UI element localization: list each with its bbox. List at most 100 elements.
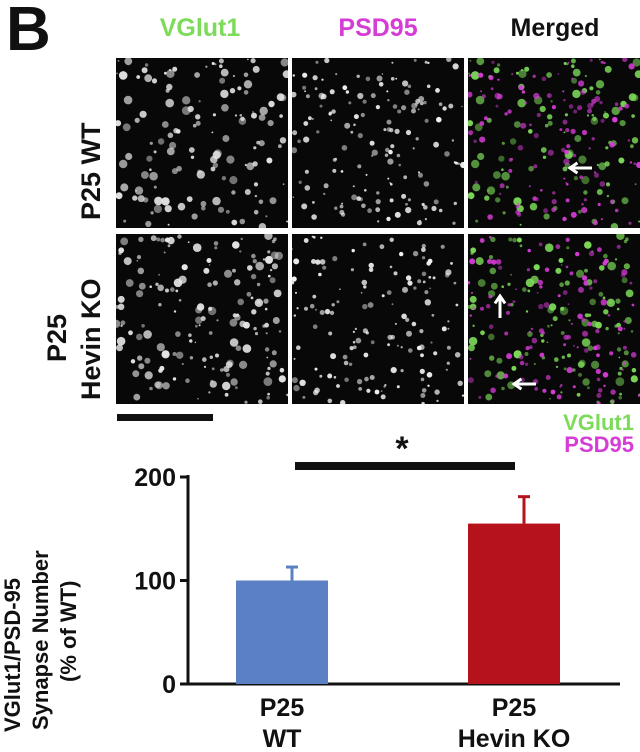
punctum (621, 197, 629, 205)
punctum (528, 185, 531, 188)
punctum (501, 171, 510, 181)
punctum (555, 244, 561, 250)
punctum (205, 65, 208, 68)
punctum (433, 199, 439, 205)
bar (468, 523, 560, 684)
punctum (217, 206, 225, 213)
punctum (271, 239, 276, 244)
punctum (526, 268, 530, 272)
punctum (378, 82, 384, 87)
punctum (570, 322, 573, 325)
punctum (610, 389, 616, 395)
punctum (539, 105, 546, 113)
punctum (369, 375, 375, 380)
punctum (603, 112, 609, 119)
punctum (575, 251, 580, 257)
punctum (494, 92, 501, 99)
punctum (587, 108, 592, 114)
punctum (380, 394, 386, 400)
arrow-annotation (567, 161, 592, 175)
punctum (517, 202, 520, 205)
punctum (265, 255, 273, 264)
punctum (528, 129, 533, 134)
punctum (624, 317, 632, 324)
punctum (311, 259, 316, 264)
punctum (149, 386, 153, 391)
punctum (475, 95, 485, 105)
punctum (320, 236, 323, 239)
punctum (563, 343, 566, 347)
punctum (420, 353, 424, 358)
punctum (175, 331, 181, 337)
punctum (220, 68, 229, 77)
punctum (198, 324, 201, 327)
punctum (597, 401, 601, 404)
punctum (621, 368, 624, 371)
arrow-annotation (511, 377, 536, 391)
punctum (170, 287, 175, 292)
punctum (340, 400, 346, 404)
punctum (370, 93, 376, 99)
punctum (600, 118, 605, 123)
punctum (172, 66, 178, 72)
punctum (554, 357, 559, 362)
punctum (324, 308, 331, 315)
punctum (468, 120, 474, 127)
punctum (421, 247, 426, 253)
punctum (116, 319, 121, 328)
x-tick-label: P25 (492, 694, 537, 722)
punctum (267, 392, 270, 396)
punctum (213, 241, 219, 246)
punctum (120, 320, 126, 326)
punctum (631, 303, 635, 307)
punctum (353, 114, 359, 120)
punctum (329, 89, 335, 95)
punctum (507, 303, 511, 307)
punctum (563, 62, 567, 65)
punctum (592, 345, 598, 351)
punctum (547, 114, 553, 120)
punctum (367, 302, 374, 308)
punctum (636, 161, 640, 169)
punctum (363, 352, 369, 358)
punctum (511, 73, 514, 76)
punctum (282, 183, 285, 186)
punctum (267, 250, 271, 254)
punctum (566, 246, 570, 250)
punctum (192, 243, 202, 252)
punctum (407, 280, 413, 286)
punctum (304, 169, 309, 174)
punctum (614, 102, 619, 106)
punctum (522, 287, 527, 292)
punctum (508, 168, 513, 173)
punctum (292, 74, 295, 77)
punctum (368, 267, 374, 273)
punctum (144, 74, 153, 83)
punctum (160, 237, 165, 243)
punctum (379, 244, 385, 250)
punctum (195, 324, 198, 328)
punctum (562, 90, 565, 93)
punctum (499, 192, 502, 196)
punctum (328, 331, 333, 336)
punctum (214, 63, 217, 66)
punctum (269, 277, 276, 284)
punctum (202, 357, 207, 362)
punctum (587, 345, 594, 351)
punctum (186, 196, 193, 203)
punctum (405, 275, 412, 281)
punctum (319, 259, 326, 265)
y-tick-label: 200 (134, 464, 176, 492)
punctum (125, 279, 134, 287)
punctum (412, 250, 419, 257)
punctum (145, 220, 152, 228)
punctum (222, 381, 231, 391)
punctum (299, 379, 306, 386)
punctum (617, 326, 623, 332)
punctum (595, 80, 605, 89)
punctum (400, 369, 404, 373)
punctum (493, 67, 500, 74)
punctum (345, 90, 350, 94)
punctum (546, 341, 549, 344)
punctum (562, 119, 568, 125)
